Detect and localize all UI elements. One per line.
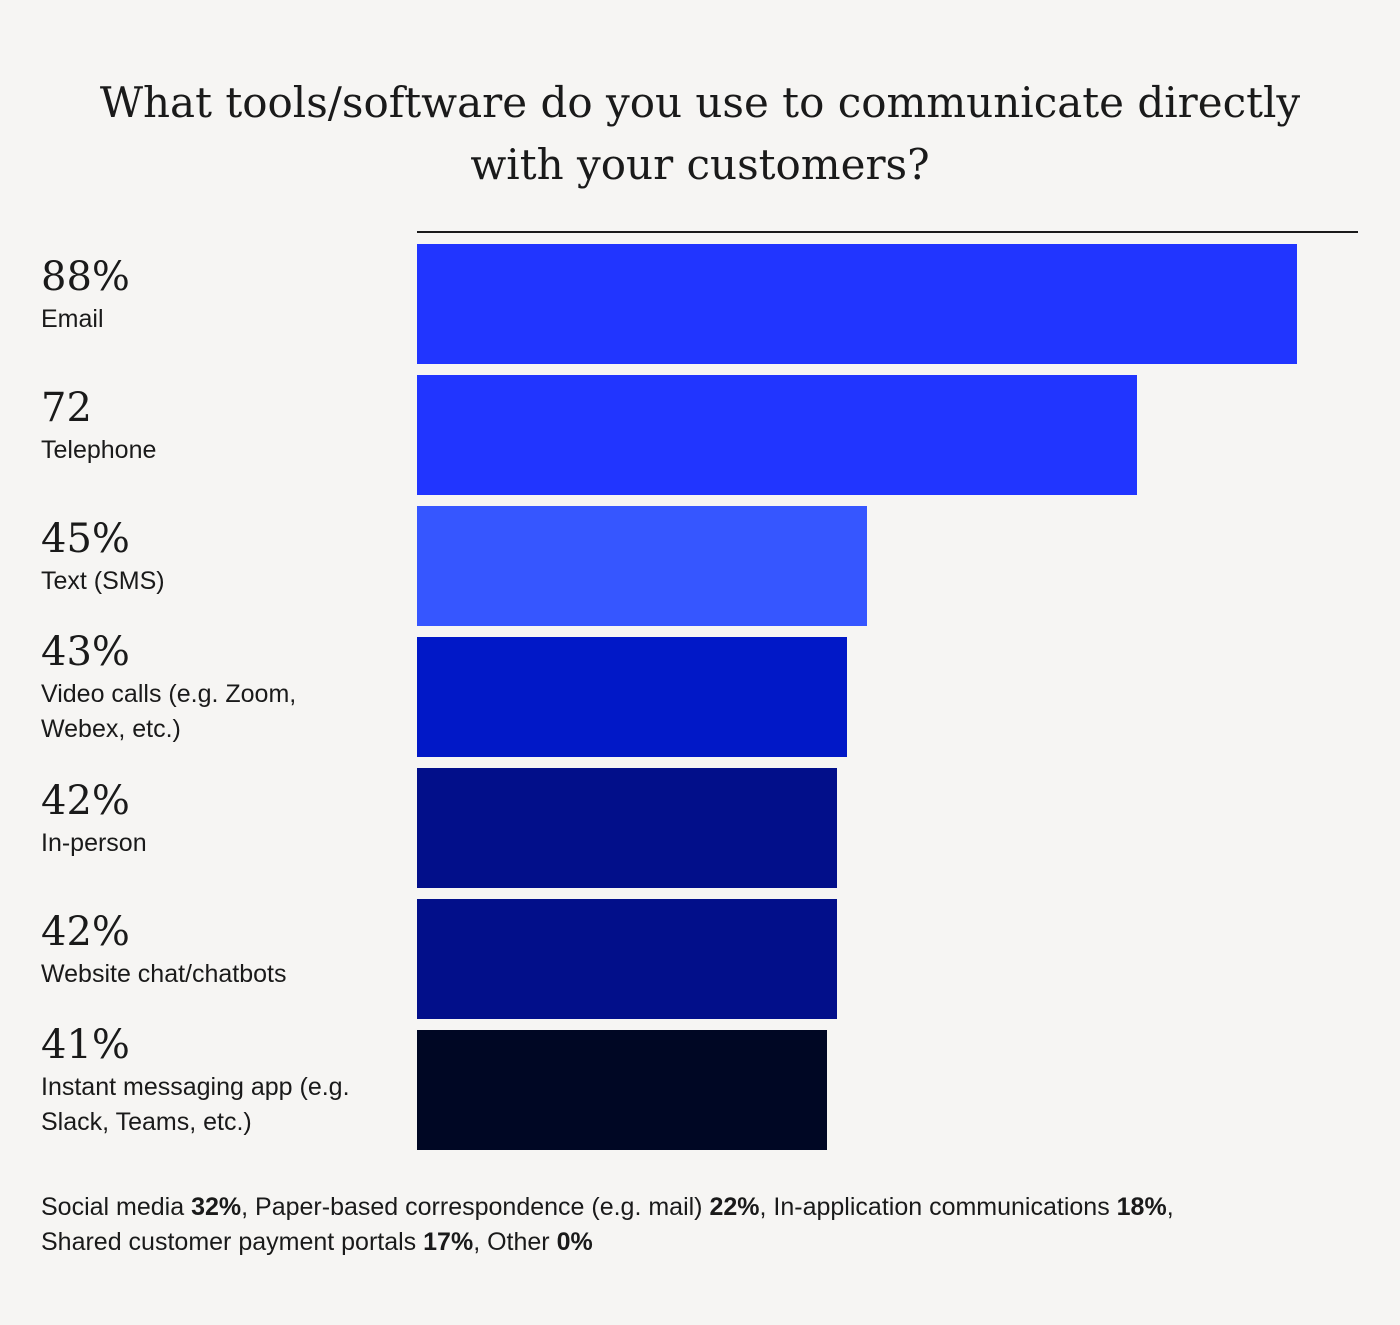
value-label: 41% — [41, 1022, 130, 1068]
chart-title-line-1: What tools/software do you use to commun… — [99, 78, 1301, 127]
other-response-value: 32% — [191, 1193, 242, 1221]
category-label: Webex, etc.) — [41, 715, 181, 743]
other-response-value: 17% — [423, 1228, 474, 1256]
category-label: Email — [41, 305, 104, 333]
bar — [417, 637, 847, 757]
other-response-value: 0% — [556, 1228, 593, 1256]
category-label: Video calls (e.g. Zoom, — [41, 680, 296, 708]
category-label: Slack, Teams, etc.) — [41, 1108, 252, 1136]
value-label: 43% — [41, 629, 130, 675]
other-response-value: 22% — [709, 1193, 760, 1221]
value-label: 42% — [41, 778, 130, 824]
other-response-label: In-application communications — [773, 1193, 1110, 1221]
category-label: Website chat/chatbots — [41, 960, 287, 988]
other-response-label: Social media — [41, 1193, 185, 1221]
other-response-label: Shared customer payment portals — [41, 1228, 417, 1256]
chart-title: What tools/software do you use to commun… — [0, 72, 1400, 196]
other-response-value: 18% — [1116, 1193, 1167, 1221]
bar — [417, 1030, 827, 1150]
chart-title-line-2: with your customers? — [470, 140, 930, 189]
bar — [417, 375, 1137, 495]
bar — [417, 768, 837, 888]
category-label: In-person — [41, 829, 147, 857]
value-label: 42% — [41, 909, 130, 955]
category-label: Telephone — [41, 436, 156, 464]
other-responses-footnote: Social media 32%, Paper-based correspond… — [41, 1193, 1174, 1256]
other-response-label: Paper-based correspondence (e.g. mail) — [255, 1193, 703, 1221]
other-response-label: Other — [487, 1228, 550, 1256]
value-label: 72 — [41, 385, 92, 431]
bar — [417, 899, 837, 1019]
value-label: 45% — [41, 516, 130, 562]
value-label: 88% — [41, 254, 130, 300]
category-label: Instant messaging app (e.g. — [41, 1073, 350, 1101]
bar — [417, 244, 1297, 364]
category-label: Text (SMS) — [41, 567, 165, 595]
bar — [417, 506, 867, 626]
